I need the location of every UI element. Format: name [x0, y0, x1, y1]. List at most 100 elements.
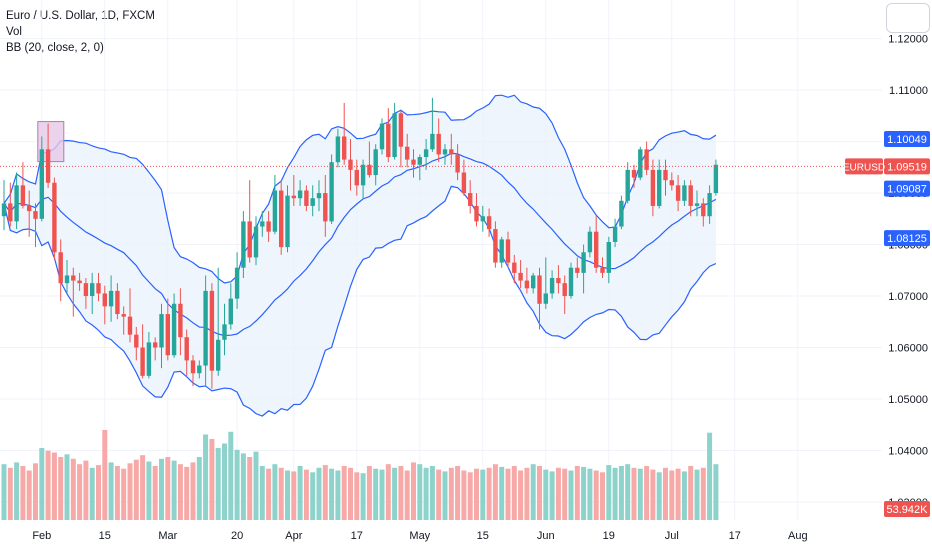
volume-bar — [587, 468, 593, 520]
volume-bar — [404, 470, 410, 520]
candle-body — [77, 280, 82, 284]
volume-bar — [39, 448, 45, 520]
candle-body — [379, 123, 385, 150]
candle-body — [657, 169, 662, 206]
volume-bar — [429, 466, 435, 520]
volume-bar — [127, 463, 133, 520]
price-badge-volume — [884, 501, 930, 517]
volume-bar — [203, 434, 209, 520]
volume-bar — [436, 469, 442, 520]
y-tick-label: 1.04000 — [888, 445, 928, 457]
candle-body — [675, 185, 681, 201]
price-badge-text-basis: 1.09087 — [887, 184, 927, 196]
candle-body — [190, 360, 196, 374]
candle-body — [297, 190, 303, 199]
candle-body — [354, 169, 359, 186]
candle-body — [468, 193, 473, 206]
candle-body — [115, 290, 120, 315]
candle-body — [342, 136, 347, 160]
volume-bar — [70, 458, 76, 520]
volume-bar — [310, 472, 316, 520]
candle-body — [1, 203, 7, 217]
candle-body — [612, 226, 618, 242]
candle-body — [178, 303, 183, 338]
symbol-title[interactable]: Euro / U.S. Dollar, 1D, FXCM — [6, 10, 155, 22]
volume-bar — [625, 464, 631, 520]
candle-body — [713, 164, 719, 194]
volume-bar — [89, 467, 95, 520]
volume-bar — [354, 472, 360, 520]
candle-body — [310, 198, 315, 206]
volume-bar — [247, 457, 253, 520]
candle-body — [153, 342, 158, 348]
candle-body — [631, 169, 637, 178]
volume-bar — [26, 470, 32, 520]
candle-body — [266, 221, 271, 232]
candle-body — [134, 334, 139, 348]
candle-body — [272, 190, 278, 232]
volume-bar — [681, 471, 687, 520]
volume-bar — [285, 470, 290, 520]
volume-bar — [222, 443, 227, 520]
candle-body — [8, 203, 13, 222]
chart-settings-button[interactable] — [886, 3, 930, 33]
candle-body — [335, 136, 341, 163]
candle-body — [625, 169, 630, 201]
volume-bar — [700, 467, 706, 520]
volume-bar — [707, 432, 713, 520]
candle-body — [701, 203, 706, 217]
price-badge-basis — [884, 180, 930, 197]
candle-body — [512, 262, 517, 273]
candle-body — [14, 185, 19, 222]
volume-bar — [303, 469, 309, 520]
bollinger-bands-label[interactable]: BB (20, close, 2, 0) — [6, 42, 104, 54]
volume-bar — [442, 471, 448, 520]
volume-bar — [184, 466, 190, 520]
volume-bar — [51, 452, 57, 520]
volume-bar — [530, 464, 536, 520]
volume-bar — [600, 472, 605, 520]
candle-body — [291, 195, 296, 199]
volume-bar — [114, 466, 120, 520]
candle-body — [606, 241, 611, 273]
volume-bar — [253, 451, 259, 520]
volume-bar — [297, 466, 303, 520]
y-tick-label: 1.11000 — [889, 85, 928, 97]
candle-body — [27, 205, 32, 212]
volume-bar — [568, 470, 574, 520]
chart-legend: Euro / U.S. Dollar, 1D, FXCM Vol BB (20,… — [6, 8, 155, 56]
x-tick-label: 17 — [351, 530, 363, 542]
volume-bar — [549, 471, 555, 520]
candle-body — [304, 190, 309, 206]
candle-body — [505, 239, 511, 263]
volume-bar — [486, 467, 492, 520]
volume-bar — [555, 467, 561, 520]
candle-body — [260, 221, 265, 227]
volume-bar — [102, 430, 108, 520]
volume-bar — [108, 462, 114, 520]
candle-body — [619, 200, 624, 227]
volume-bar — [240, 453, 246, 520]
candle-body — [650, 169, 656, 206]
volume-bar — [278, 467, 284, 520]
volume-bar — [492, 464, 498, 520]
price-badge-text-upper: 1.10049 — [887, 134, 927, 146]
volume-bar — [58, 457, 64, 520]
volume-bar — [448, 467, 454, 520]
candle-body — [556, 278, 561, 284]
candle-body — [253, 226, 259, 258]
volume-bar — [272, 464, 278, 520]
candle-body — [405, 146, 410, 160]
volume-bar — [291, 471, 297, 520]
volume-bar — [341, 466, 347, 520]
candle-body — [96, 283, 101, 294]
y-tick-label: 1.05000 — [888, 394, 928, 406]
volume-indicator-label[interactable]: Vol — [6, 26, 22, 38]
candle-body — [461, 172, 467, 194]
volume-bar — [618, 466, 624, 520]
volume-bar — [96, 465, 101, 520]
x-tick-label: 20 — [231, 530, 243, 542]
y-tick-label: 1.06000 — [888, 343, 928, 355]
candle-body — [323, 193, 328, 222]
